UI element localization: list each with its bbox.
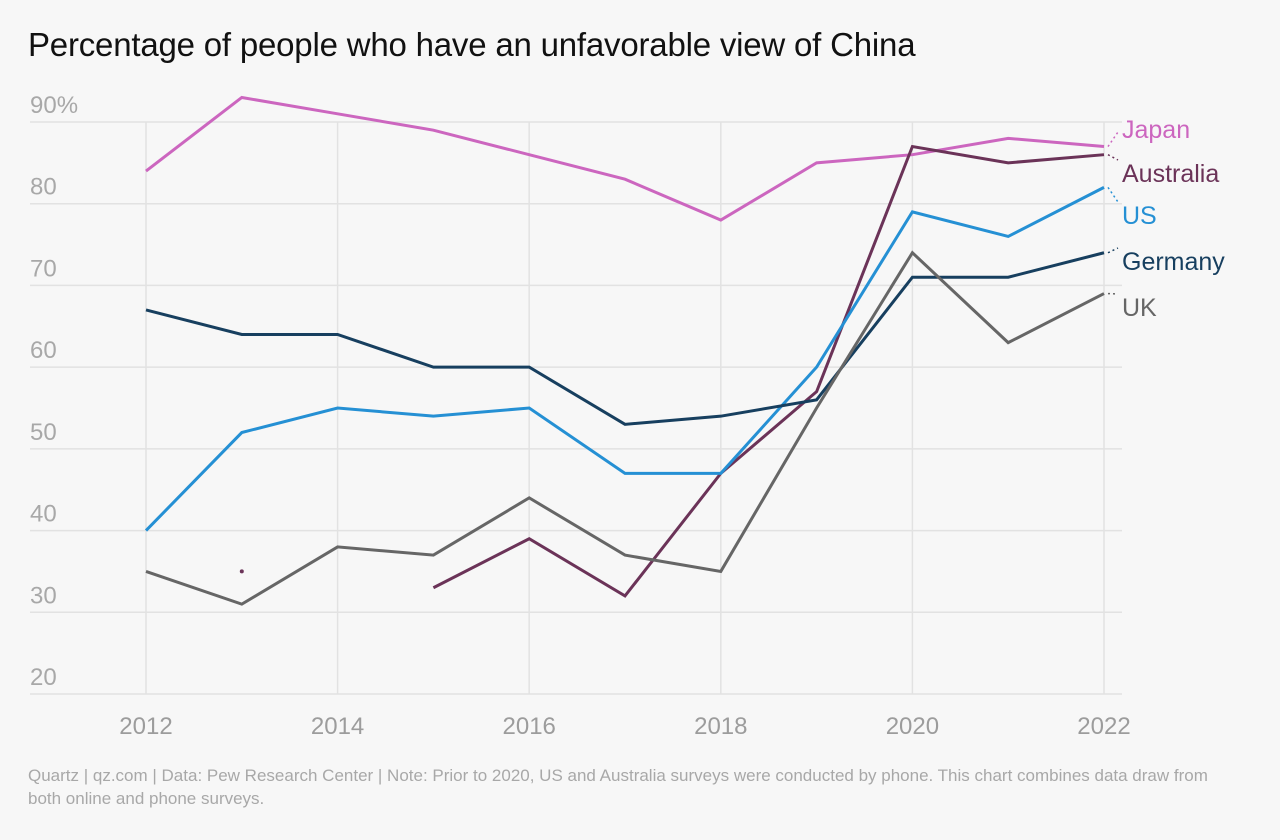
series-germany <box>145 251 1105 426</box>
x-tick-label: 2012 <box>119 713 172 740</box>
y-tick-label: 70 <box>30 255 57 282</box>
series-us <box>144 186 1105 532</box>
horizontal-gridlines <box>30 121 1122 695</box>
chart-title: Percentage of people who have an unfavor… <box>28 26 916 63</box>
x-tick-label: 2014 <box>311 713 364 740</box>
y-tick-label: 80 <box>30 174 57 201</box>
y-tick-label: 50 <box>30 419 57 446</box>
series-line <box>145 250 1105 606</box>
x-tick-label: 2016 <box>503 713 556 740</box>
series-australia <box>239 144 1105 598</box>
y-tick-label: 40 <box>30 501 57 528</box>
data-point <box>239 569 244 574</box>
y-tick-label: 30 <box>30 582 57 609</box>
series-line <box>145 95 1105 222</box>
series-label-australia: Australia <box>1122 160 1219 188</box>
series-label-uk: UK <box>1122 294 1157 322</box>
y-tick-label: 20 <box>30 664 57 691</box>
series-uk <box>145 250 1105 606</box>
y-tick-label: 90% <box>30 92 78 119</box>
series-labels: Japan Australia US Germany UK <box>1107 116 1225 322</box>
x-axis-tick-labels: 2012 2014 2016 2018 2020 2022 <box>119 713 1130 740</box>
label-leader <box>1107 131 1119 147</box>
y-axis-tick-labels: 20 30 40 50 60 70 80 90% <box>30 92 78 691</box>
x-tick-label: 2020 <box>886 713 939 740</box>
series-japan <box>145 95 1105 222</box>
label-leader <box>1107 154 1119 161</box>
vertical-gridlines <box>145 122 1105 694</box>
y-tick-label: 60 <box>30 337 57 364</box>
label-leader <box>1107 186 1119 203</box>
series-lines <box>144 95 1105 606</box>
series-line <box>145 251 1105 426</box>
label-leader <box>1107 247 1119 254</box>
series-line <box>144 186 1105 532</box>
series-label-germany: Germany <box>1122 248 1225 276</box>
series-label-japan: Japan <box>1122 116 1190 144</box>
series-label-us: US <box>1122 202 1157 230</box>
x-tick-label: 2018 <box>694 713 747 740</box>
x-tick-label: 2022 <box>1077 713 1130 740</box>
source-note: Quartz | qz.com | Data: Pew Research Cen… <box>28 766 1208 808</box>
series-line <box>432 144 1105 598</box>
